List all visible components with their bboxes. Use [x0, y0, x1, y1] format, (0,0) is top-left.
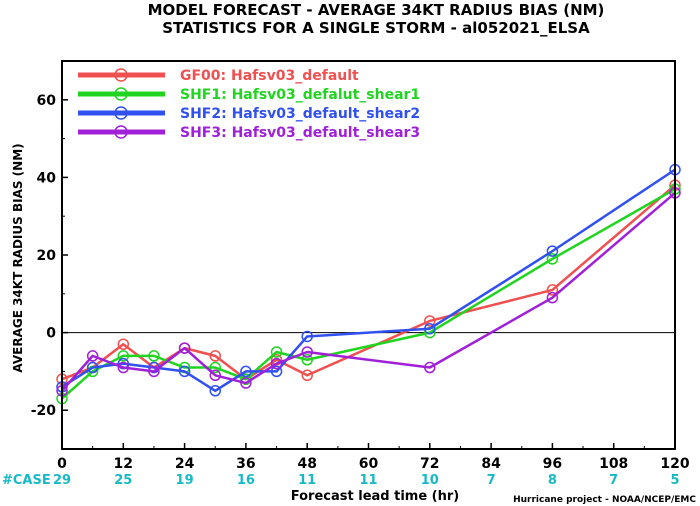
- case-count-4: 11: [298, 473, 316, 488]
- series-point-3-9: [424, 361, 436, 374]
- case-count-0: 29: [53, 473, 71, 488]
- credit-text: Hurricane project - NOAA/NCEP/EMC: [513, 495, 696, 505]
- series-point-0-2: [117, 338, 130, 350]
- series-point-3-10: [546, 291, 559, 304]
- legend-label-0: GF00: Hafsv03_default: [180, 68, 359, 84]
- series-point-3-2: [117, 361, 130, 374]
- series-point-3-6: [240, 377, 252, 389]
- legend-marker-2: [114, 106, 128, 120]
- x-tick-label-9: 108: [599, 456, 628, 472]
- case-count-8: 8: [548, 473, 557, 488]
- case-counts: 29 25 19 16 11 11 10 7 8 7 5: [53, 473, 680, 488]
- series-line-0: [61, 184, 676, 381]
- chart-title: MODEL FORECAST - AVERAGE 34KT RADIUS BIA…: [148, 1, 605, 19]
- case-count-3: 16: [237, 473, 255, 488]
- case-count-7: 7: [487, 473, 496, 488]
- x-tick-label-8: 96: [543, 456, 562, 472]
- legend-marker-0: [114, 68, 128, 82]
- x-tick-label-1: 12: [114, 456, 133, 472]
- series-point-3-7: [270, 357, 283, 370]
- series-point-2-10: [546, 245, 559, 257]
- legend-label-3: SHF3: Hafsv03_default_shear3: [180, 125, 420, 141]
- x-tick-label-5: 60: [359, 456, 379, 472]
- series-line-2: [61, 168, 676, 393]
- series-point-2-1: [86, 361, 99, 374]
- case-count-5: 11: [359, 473, 377, 488]
- x-tick-label-0: 0: [57, 456, 67, 472]
- series-point-3-1: [86, 350, 99, 362]
- series-point-2-4: [178, 365, 191, 378]
- case-count-1: 25: [114, 473, 132, 488]
- series-point-0-10: [546, 284, 559, 296]
- case-count-2: 19: [176, 473, 194, 488]
- x-axis-label: Forecast lead time (hr): [291, 489, 459, 504]
- chart-subtitle: STATISTICS FOR A SINGLE STORM - al052021…: [162, 19, 590, 37]
- series-point-3-5: [209, 369, 221, 382]
- y-axis-label: AVERAGE 34KT RADIUS BIAS (NM): [11, 143, 25, 372]
- case-count-9: 7: [609, 473, 618, 488]
- x-tick-label-10: 120: [660, 456, 689, 472]
- y-tick-label-2: 20: [37, 248, 57, 264]
- series-point-3-4: [178, 342, 191, 354]
- legend: GF00: Hafsv03_default SHF1: Hafsv03_defal…: [78, 68, 420, 141]
- ticks-layer: 0 12 24 36 48 60 72 84 96 108 120 -20 0 20 40 60: [31, 60, 690, 472]
- x-tick-label-6: 72: [420, 456, 439, 472]
- case-count-6: 10: [421, 473, 439, 488]
- legend-label-2: SHF2: Hafsv03_default_shear2: [180, 106, 420, 122]
- case-count-10: 5: [670, 473, 679, 488]
- x-tick-label-3: 36: [236, 456, 255, 472]
- series-point-3-8: [301, 346, 313, 358]
- case-label: #CASE: [2, 473, 51, 488]
- legend-marker-1: [114, 87, 128, 101]
- series-layer: [56, 163, 681, 405]
- series-point-1-5: [209, 361, 221, 374]
- x-tick-label-7: 84: [481, 456, 501, 472]
- series-point-2-7: [270, 365, 283, 378]
- series-point-1-7: [270, 346, 283, 358]
- y-tick-label-3: 40: [37, 170, 57, 186]
- y-tick-label-4: 60: [37, 93, 57, 109]
- series-point-0-9: [424, 315, 436, 327]
- series-point-2-8: [301, 330, 313, 343]
- series-point-2-6: [240, 365, 252, 378]
- series-point-0-8: [301, 369, 313, 382]
- x-tick-label-2: 24: [175, 456, 195, 472]
- legend-label-1: SHF1: Hafsv03_defalut_shear1: [180, 87, 420, 103]
- y-tick-label-0: -20: [31, 403, 57, 419]
- series-point-3-3: [148, 365, 160, 378]
- series-point-1-2: [117, 350, 130, 362]
- series-point-2-9: [424, 322, 436, 335]
- y-tick-label-1: 0: [46, 326, 56, 342]
- series-point-1-8: [301, 354, 313, 366]
- series-point-1-3: [148, 350, 160, 362]
- series-point-1-10: [546, 253, 559, 265]
- series-point-2-5: [209, 385, 221, 397]
- legend-marker-3: [114, 125, 128, 139]
- series-point-0-5: [209, 350, 221, 362]
- x-tick-label-4: 48: [297, 456, 316, 472]
